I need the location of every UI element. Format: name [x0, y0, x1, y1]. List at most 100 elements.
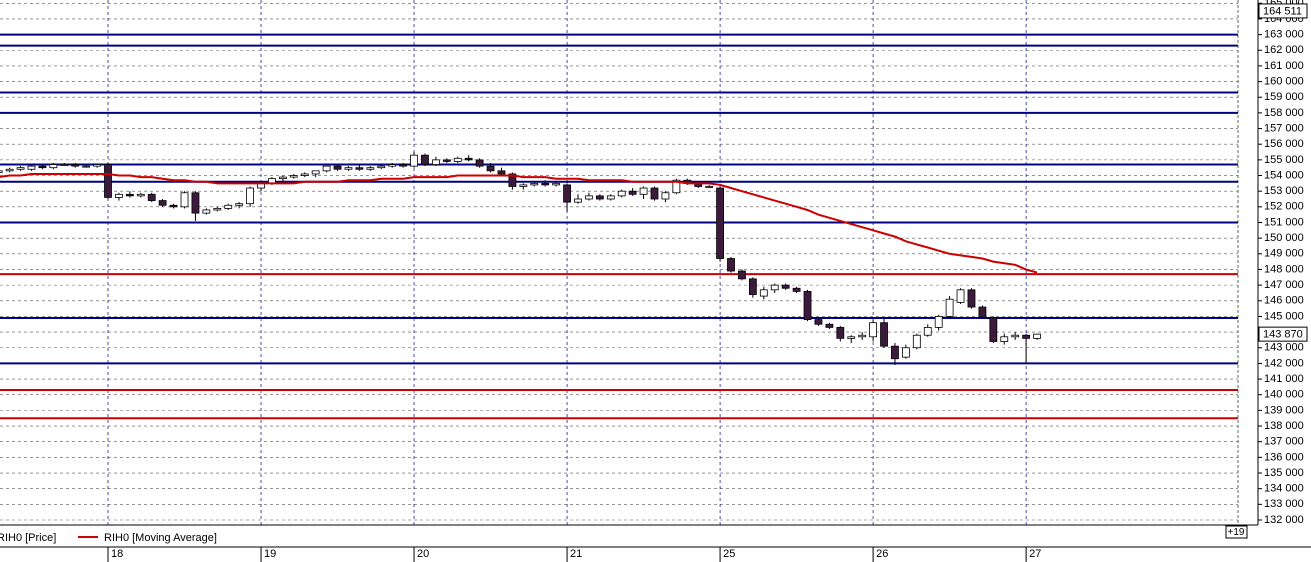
x-tick-label: 25: [723, 548, 735, 560]
candle-body: [727, 258, 735, 272]
candle-body: [115, 193, 123, 198]
candle-body: [901, 347, 910, 358]
x-tick-label: 26: [876, 548, 888, 560]
candle-body: [464, 157, 473, 161]
candle-body: [60, 164, 69, 166]
candle-body: [661, 192, 670, 200]
y-tick-label: 158 000: [1264, 107, 1304, 119]
candle-body: [956, 289, 965, 303]
candle-body: [136, 193, 145, 197]
candle-body: [585, 195, 593, 200]
x-tick-label: 21: [570, 548, 582, 560]
candle-body: [486, 165, 495, 172]
y-tick-label: 139 000: [1264, 404, 1304, 416]
y-tick-label: 140 000: [1264, 389, 1304, 401]
y-tick-label: 161 000: [1264, 60, 1304, 72]
x-tick-label: 27: [1029, 548, 1041, 560]
candle-body: [169, 204, 178, 208]
price-label-box: [1258, 3, 1308, 19]
candle-body: [530, 182, 539, 186]
y-tick-label: 136 000: [1264, 451, 1304, 463]
y-tick-label: 145 000: [1264, 310, 1304, 322]
candle-body: [541, 182, 550, 186]
legend-label: RIH0 [Price]: [0, 532, 56, 544]
y-tick-label: 138 000: [1264, 420, 1304, 432]
candle-body: [475, 159, 484, 167]
candle-body: [202, 209, 211, 214]
candle-body: [0, 170, 3, 173]
candle-body: [759, 289, 768, 297]
candle-body: [552, 182, 561, 186]
candle-body: [792, 287, 801, 292]
y-tick-label: 148 000: [1264, 263, 1304, 275]
candle-body: [595, 195, 604, 200]
candle-body: [617, 190, 626, 197]
candle-body: [563, 184, 571, 203]
candle-body: [125, 193, 134, 197]
candle-body: [224, 204, 233, 209]
candle-body: [344, 167, 353, 170]
candle-body: [278, 176, 287, 180]
candle-body: [912, 334, 921, 349]
candle-body: [781, 284, 790, 289]
candle-body: [399, 164, 408, 167]
badge-box: [1225, 525, 1248, 539]
candle-body: [442, 159, 451, 162]
candle-body: [38, 165, 47, 169]
y-tick-label: 134 000: [1264, 483, 1304, 495]
x-tick-label: 19: [264, 548, 276, 560]
candle-body: [300, 173, 309, 176]
y-tick-label: 149 000: [1264, 248, 1304, 260]
candle-body: [410, 154, 418, 167]
x-tick-label: 18: [111, 548, 123, 560]
candle-body: [825, 323, 834, 328]
y-tick-label: 147 000: [1264, 279, 1304, 291]
candle-body: [705, 186, 714, 188]
candle-body: [497, 170, 506, 175]
y-tick-label: 142 000: [1264, 357, 1304, 369]
candle-body: [672, 179, 681, 194]
candle-body: [519, 184, 528, 187]
y-tick-label: 160 000: [1264, 75, 1304, 87]
candle-body: [639, 187, 648, 195]
y-tick-label: 151 000: [1264, 216, 1304, 228]
candle-body: [628, 190, 637, 195]
candle-body: [923, 327, 932, 336]
candle-body: [235, 203, 244, 206]
candle-body: [748, 278, 757, 295]
candle-body: [508, 173, 517, 187]
candle-body: [5, 168, 14, 172]
candle-body: [49, 164, 58, 169]
y-tick-label: 135 000: [1264, 467, 1304, 479]
candle-body: [814, 319, 823, 325]
candle-body: [891, 345, 899, 360]
candle-body: [858, 334, 867, 338]
candle-body: [880, 322, 888, 347]
candle-body: [945, 298, 954, 317]
y-tick-label: 152 000: [1264, 201, 1304, 213]
candle-body: [606, 195, 615, 200]
candle-body: [738, 270, 746, 280]
candle-body: [191, 192, 200, 214]
y-tick-label: 143 000: [1264, 342, 1304, 354]
x-tick-label: 20: [417, 548, 429, 560]
candle-body: [16, 167, 25, 170]
candle-body: [377, 165, 386, 169]
candle-body: [82, 165, 91, 168]
candle-body: [355, 167, 364, 170]
candle-body: [27, 165, 36, 170]
candle-body: [246, 187, 254, 205]
candle-body: [431, 159, 440, 165]
candle-body: [322, 165, 331, 172]
candle-body: [311, 170, 320, 175]
y-tick-label: 133 000: [1264, 498, 1304, 510]
candle-body: [333, 165, 342, 170]
legend-label: RIH0 [Moving Average]: [104, 532, 217, 544]
candle-body: [1033, 333, 1041, 339]
candle-body: [158, 200, 167, 206]
price-label: 143 870: [1263, 329, 1303, 341]
candle-body: [147, 193, 156, 201]
y-tick-label: 155 000: [1264, 154, 1304, 166]
